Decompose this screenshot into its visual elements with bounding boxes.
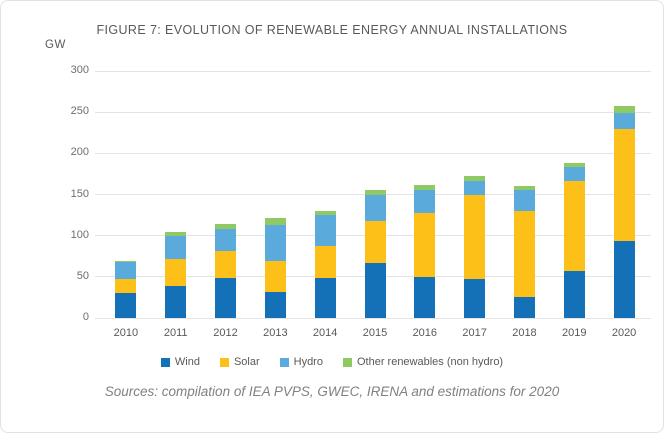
x-axis-label-2020: 2020 <box>611 327 637 339</box>
bar-segment-wind-2015 <box>364 262 386 318</box>
bar-segment-hydro-2020 <box>613 113 635 130</box>
x-axis-label-2017: 2017 <box>462 327 487 339</box>
legend-swatch-hydro <box>279 357 289 367</box>
bar-segment-wind-2012 <box>215 278 237 318</box>
bar-2017 <box>464 175 486 318</box>
x-axis-label-2019: 2019 <box>562 327 587 339</box>
bar-segment-other-2019 <box>563 163 585 168</box>
bar-segment-other-2011 <box>165 232 187 236</box>
y-axis-tick-label: 300 <box>70 64 89 76</box>
bar-segment-other-2018 <box>513 186 535 190</box>
x-axis-label-2012: 2012 <box>213 327 238 339</box>
x-axis-label-2018: 2018 <box>512 327 537 339</box>
legend-label: Wind <box>174 356 200 368</box>
bar-segment-other-2016 <box>414 184 436 191</box>
bar-segment-hydro-2011 <box>165 235 187 259</box>
legend: Wind Solar Hydro Other renewables (non hydr… <box>1 356 663 368</box>
x-axis-label-2014: 2014 <box>312 327 338 339</box>
legend-label: Other renewables (non hydro) <box>356 356 504 368</box>
gridline-200 <box>95 152 651 154</box>
bar-2012 <box>215 224 237 318</box>
bar-segment-solar-2011 <box>165 258 187 286</box>
gridline-250 <box>95 111 651 113</box>
y-axis-tick-label: 50 <box>76 269 89 282</box>
bar-segment-solar-2016 <box>414 213 436 277</box>
bar-segment-hydro-2010 <box>115 262 137 280</box>
bar-segment-solar-2012 <box>215 251 237 279</box>
legend-swatch-solar <box>219 357 229 367</box>
x-axis-label-2010: 2010 <box>113 327 139 339</box>
bar-segment-wind-2011 <box>165 285 187 318</box>
bar-segment-other-2015 <box>364 189 386 195</box>
bar-segment-other-2012 <box>215 224 237 230</box>
legend-label: Solar <box>233 356 260 368</box>
bar-segment-solar-2014 <box>314 245 336 279</box>
source-note: Sources: compilation of IEA PVPS, GWEC, … <box>104 384 560 399</box>
bar-segment-solar-2013 <box>264 261 286 293</box>
bar-2019 <box>563 163 585 318</box>
bar-segment-hydro-2013 <box>264 224 286 262</box>
bar-segment-solar-2018 <box>513 210 535 297</box>
gridline-0 <box>95 317 651 319</box>
y-axis-tick-label: 100 <box>70 228 89 241</box>
bar-segment-hydro-2012 <box>215 229 237 252</box>
x-axis-label-2013: 2013 <box>263 327 288 339</box>
bar-segment-hydro-2016 <box>414 190 436 214</box>
bar-segment-solar-2020 <box>613 129 635 242</box>
x-axis-label-2015: 2015 <box>362 327 388 339</box>
y-axis-tick-label: 250 <box>70 105 89 118</box>
bar-segment-solar-2010 <box>115 279 137 294</box>
bar-segment-wind-2013 <box>264 292 286 318</box>
bar-segment-hydro-2017 <box>464 181 486 196</box>
bar-segment-other-2020 <box>613 106 635 114</box>
chart-title: FIGURE 7: EVOLUTION OF RENEWABLE ENERGY … <box>96 23 568 37</box>
bar-segment-wind-2018 <box>513 296 535 318</box>
bar-segment-solar-2017 <box>464 195 486 280</box>
y-axis-tick-label: 0 <box>82 311 89 323</box>
bar-segment-other-2017 <box>464 175 486 182</box>
plot-area <box>95 70 651 319</box>
legend-label: Hydro <box>293 356 323 368</box>
bar-segment-wind-2019 <box>563 271 585 318</box>
legend-swatch-wind <box>160 357 170 367</box>
y-axis-unit-label: GW <box>45 39 66 51</box>
legend-item-other: Other renewables (non hydro) <box>342 356 504 368</box>
bar-2020 <box>613 106 635 318</box>
bar-2013 <box>264 218 286 318</box>
bar-segment-hydro-2019 <box>563 167 585 182</box>
gridline-300 <box>95 70 651 72</box>
bar-2011 <box>165 232 187 318</box>
legend-swatch-other <box>342 357 352 367</box>
bar-segment-hydro-2015 <box>364 194 386 221</box>
bar-segment-wind-2014 <box>314 278 336 318</box>
bar-segment-other-2013 <box>264 218 286 225</box>
x-axis-label-2016: 2016 <box>412 327 438 339</box>
bar-segment-solar-2019 <box>563 181 585 272</box>
bar-segment-other-2014 <box>314 211 336 216</box>
bar-segment-hydro-2018 <box>513 189 535 211</box>
bar-segment-wind-2017 <box>464 279 486 318</box>
bar-2016 <box>414 184 436 318</box>
bar-2015 <box>364 189 386 318</box>
x-axis-label-2011: 2011 <box>163 327 188 339</box>
legend-item-wind: Wind <box>160 356 200 368</box>
legend-item-solar: Solar <box>219 356 260 368</box>
bar-2010 <box>115 261 137 318</box>
legend-item-hydro: Hydro <box>279 356 323 368</box>
bar-2014 <box>314 211 336 318</box>
bar-segment-hydro-2014 <box>314 215 336 246</box>
bar-segment-other-2010 <box>115 261 137 263</box>
bar-segment-wind-2010 <box>115 293 137 318</box>
bar-segment-wind-2016 <box>414 276 436 318</box>
y-axis-tick-label: 200 <box>70 146 89 159</box>
bar-segment-solar-2015 <box>364 220 386 263</box>
bar-segment-wind-2020 <box>613 241 635 318</box>
y-axis-tick-label: 150 <box>70 187 89 200</box>
bar-2018 <box>513 186 535 318</box>
